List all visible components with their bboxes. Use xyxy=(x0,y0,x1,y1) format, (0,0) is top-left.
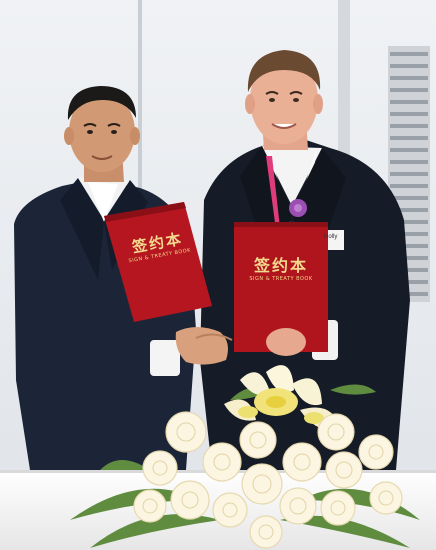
handshake xyxy=(175,327,306,365)
right-folder-subtitle: SIGN & TREATY BOOK xyxy=(249,276,313,282)
flower-arrangement xyxy=(70,365,420,549)
right-folder-label: 签约本 SIGN & TREATY BOOK xyxy=(238,252,324,282)
right-folder-title: 签约本 xyxy=(253,256,308,275)
wall-vent xyxy=(388,46,430,302)
wall-seam xyxy=(138,0,142,300)
left-signing-folder xyxy=(104,202,212,322)
name-badge-text: Holly xyxy=(324,234,338,240)
